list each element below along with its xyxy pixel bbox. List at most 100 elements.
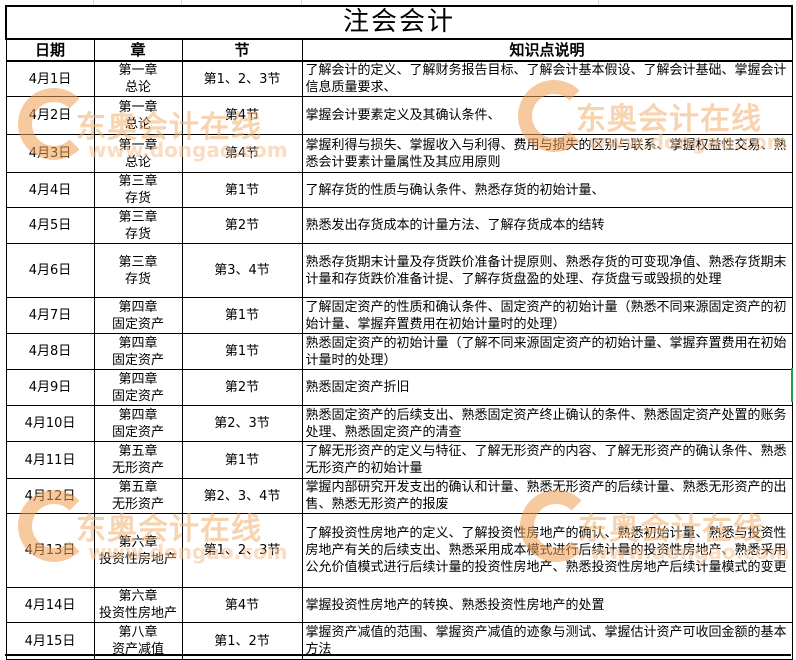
chapter-number: 第一章 [118, 99, 158, 115]
header-section[interactable]: 节 [181, 38, 303, 62]
gridline [93, 0, 94, 5]
chapter-number: 第五章 [118, 444, 158, 459]
date-cell[interactable]: 4月1日 [5, 60, 95, 97]
chapter-name: 无形资产 [111, 497, 164, 512]
date-cell[interactable]: 4月6日 [5, 243, 95, 298]
chapter-cell[interactable]: 第一章 总论 [93, 60, 183, 97]
header-chapter[interactable]: 章 [93, 38, 183, 62]
chapter-name: 总论 [124, 116, 151, 132]
points-cell[interactable]: 掌握利得与损失、掌握收入与利得、费用与损失的区别与联系、掌握权益性交易、熟悉会计… [301, 134, 793, 173]
chapter-number: 第四章 [118, 371, 158, 387]
chapter-number: 第四章 [118, 299, 158, 315]
sheet-title[interactable]: 注会会计 [4, 5, 794, 40]
table-row: 4月15日 第八章 资产减值 第1、2节 掌握资产减值的范围、掌握资产减值的迹象与测试、… [5, 622, 793, 660]
chapter-cell[interactable]: 第一章 总论 [93, 134, 183, 173]
chapter-number: 第五章 [118, 480, 158, 495]
chapter-number: 第六章 [118, 589, 158, 604]
date-cell[interactable]: 4月5日 [5, 207, 95, 244]
chapter-cell[interactable]: 第四章 固定资产 [93, 405, 183, 442]
chapter-cell[interactable]: 第三章 存货 [93, 172, 183, 208]
table-row: 4月1日 第一章 总论 第1、2、3节 了解会计的定义、了解财务报告目标、了解会计基本假… [5, 60, 793, 97]
section-cell[interactable]: 第2、3、4节 [181, 478, 303, 514]
section-cell[interactable]: 第4节 [181, 134, 303, 173]
table-row: 4月2日 第一章 总论 第4节 掌握会计要素定义及其确认条件、 [5, 96, 793, 135]
points-cell[interactable]: 了解会计的定义、了解财务报告目标、了解会计基本假设、了解会计基础、掌握会计信息质… [301, 60, 793, 97]
chapter-cell[interactable]: 第三章 存货 [93, 243, 183, 298]
points-cell[interactable]: 掌握会计要素定义及其确认条件、 [301, 96, 793, 135]
points-cell[interactable]: 掌握投资性房地产的转换、熟悉投资性房地产的处置 [301, 587, 793, 623]
header-date[interactable]: 日期 [5, 38, 95, 62]
section-cell[interactable]: 第2节 [181, 369, 303, 406]
date-cell[interactable]: 4月10日 [5, 405, 95, 442]
chapter-number: 第四章 [118, 407, 158, 423]
chapter-cell[interactable]: 第五章 无形资产 [93, 441, 183, 479]
section-cell[interactable]: 第2、3节 [181, 405, 303, 442]
chapter-name: 固定资产 [111, 424, 164, 440]
section-cell[interactable]: 第2节 [181, 207, 303, 244]
section-cell[interactable]: 第1节 [181, 441, 303, 479]
chapter-cell[interactable]: 第四章 固定资产 [93, 369, 183, 406]
chapter-number: 第三章 [118, 209, 158, 225]
section-cell[interactable]: 第1、2、3节 [181, 60, 303, 97]
chapter-cell[interactable]: 第六章 投资性房地产 [93, 513, 183, 588]
chapter-cell[interactable]: 第六章 投资性房地产 [93, 587, 183, 623]
date-cell[interactable]: 4月11日 [5, 441, 95, 479]
date-cell[interactable]: 4月12日 [5, 478, 95, 514]
chapter-cell[interactable]: 第四章 固定资产 [93, 333, 183, 370]
date-cell[interactable]: 4月14日 [5, 587, 95, 623]
gridline [301, 0, 302, 5]
table-row: 4月7日 第四章 固定资产 第1节 了解固定资产的性质和确认条件、固定资产的初始计量（熟… [5, 297, 793, 334]
date-cell[interactable]: 4月3日 [5, 134, 95, 173]
chapter-number: 第四章 [118, 335, 158, 351]
date-cell[interactable]: 4月4日 [5, 172, 95, 208]
cell-selection-indicator [791, 368, 793, 402]
chapter-number: 第八章 [118, 625, 158, 640]
points-cell[interactable]: 熟悉发出存货成本的计量方法、了解存货成本的结转 [301, 207, 793, 244]
date-cell[interactable]: 4月13日 [5, 513, 95, 588]
table-row: 4月4日 第三章 存货 第1节 了解存货的性质与确认条件、熟悉存货的初始计量、 [5, 172, 793, 208]
date-cell[interactable]: 4月2日 [5, 96, 95, 135]
table-row: 4月9日 第四章 固定资产 第2节 熟悉固定资产折旧 [5, 369, 793, 406]
date-cell[interactable]: 4月7日 [5, 297, 95, 334]
section-cell[interactable]: 第1节 [181, 172, 303, 208]
section-cell[interactable]: 第4节 [181, 96, 303, 135]
chapter-cell[interactable]: 第三章 存货 [93, 207, 183, 244]
gridline [598, 0, 599, 5]
chapter-cell[interactable]: 第四章 固定资产 [93, 297, 183, 334]
points-cell[interactable]: 熟悉存货期末计量及存货跌价准备计提原则、熟悉存货的可变现净值、熟悉存货期末计量和… [301, 243, 793, 298]
gridline [181, 0, 182, 5]
points-cell[interactable]: 掌握资产减值的范围、掌握资产减值的迹象与测试、掌握估计资产可收回金额的基本方法 [301, 622, 793, 660]
date-cell[interactable]: 4月8日 [5, 333, 95, 370]
table-row: 4月5日 第三章 存货 第2节 熟悉发出存货成本的计量方法、了解存货成本的结转 [5, 207, 793, 244]
chapter-number: 第一章 [118, 63, 158, 78]
chapter-name: 固定资产 [111, 388, 164, 404]
section-cell[interactable]: 第1、2节 [181, 622, 303, 660]
section-cell[interactable]: 第1节 [181, 297, 303, 334]
points-cell[interactable]: 了解无形资产的定义与特征、了解无形资产的内容、了解无形资产的确认条件、熟悉无形资… [301, 441, 793, 479]
points-cell[interactable]: 熟悉固定资产折旧 [301, 369, 793, 406]
chapter-number: 第三章 [118, 174, 158, 189]
chapter-name: 固定资产 [111, 352, 164, 368]
chapter-name: 存货 [124, 226, 151, 242]
section-cell[interactable]: 第1、2、3节 [181, 513, 303, 588]
chapter-cell[interactable]: 第一章 总论 [93, 96, 183, 135]
section-cell[interactable]: 第1节 [181, 333, 303, 370]
points-cell[interactable]: 了解投资性房地产的定义、了解投资性房地产的确认、熟悉初始计量、熟悉与投资性房地产… [301, 513, 793, 588]
points-cell[interactable]: 熟悉固定资产的初始计量（了解不同来源固定资产的初始计量、掌握弃置费用在初始计量时… [301, 333, 793, 370]
points-cell[interactable]: 熟悉固定资产的后续支出、熟悉固定资产终止确认的条件、熟悉固定资产处置的账务处理、… [301, 405, 793, 442]
chapter-name: 固定资产 [111, 316, 164, 332]
section-cell[interactable]: 第3、4节 [181, 243, 303, 298]
points-cell[interactable]: 了解存货的性质与确认条件、熟悉存货的初始计量、 [301, 172, 793, 208]
table-row: 4月10日 第四章 固定资产 第2、3节 熟悉固定资产的后续支出、熟悉固定资产终止确认的… [5, 405, 793, 442]
section-cell[interactable]: 第4节 [181, 587, 303, 623]
header-points[interactable]: 知识点说明 [301, 38, 793, 62]
chapter-name: 总论 [124, 80, 151, 95]
date-cell[interactable]: 4月9日 [5, 369, 95, 406]
schedule-table: 注会会计 日期 章 节 知识点说明 4月1日 第一章 总论 第1、2、3节 了解会计的定… [4, 5, 794, 660]
table-row: 4月3日 第一章 总论 第4节 掌握利得与损失、掌握收入与利得、费用与损失的区别与联系、… [5, 134, 793, 173]
points-cell[interactable]: 了解固定资产的性质和确认条件、固定资产的初始计量（熟悉不同来源固定资产的初始计量… [301, 297, 793, 334]
chapter-name: 存货 [124, 191, 151, 206]
chapter-cell[interactable]: 第五章 无形资产 [93, 478, 183, 514]
table-row: 4月8日 第四章 固定资产 第1节 熟悉固定资产的初始计量（了解不同来源固定资产的初始计… [5, 333, 793, 370]
points-cell[interactable]: 掌握内部研究开发支出的确认和计量、熟悉无形资产的后续计量、熟悉无形资产的出售、熟… [301, 478, 793, 514]
